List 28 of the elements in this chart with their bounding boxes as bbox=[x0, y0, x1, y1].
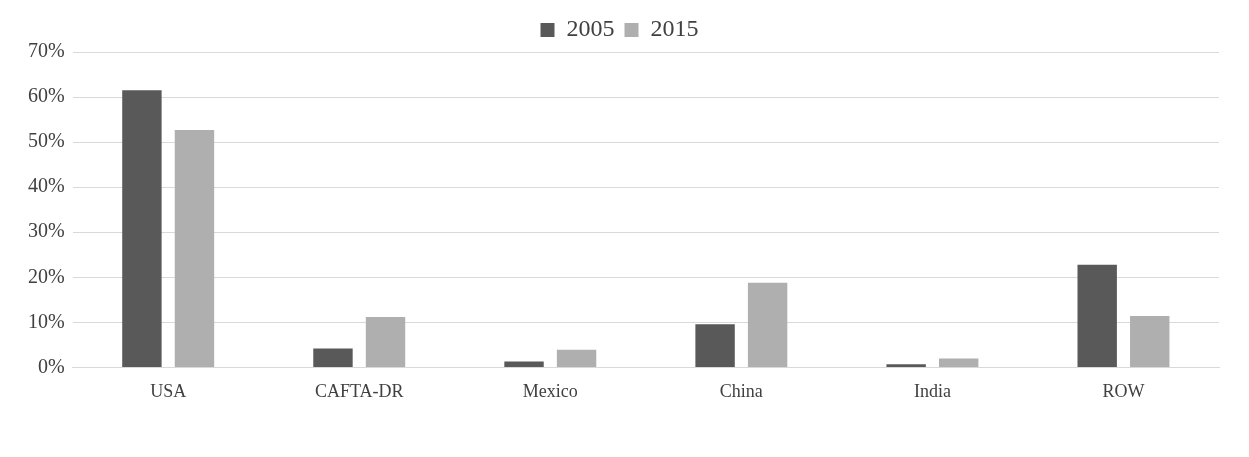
bar bbox=[1077, 264, 1117, 367]
y-tick-label: 30% bbox=[27, 219, 65, 242]
bar bbox=[938, 358, 979, 367]
bar bbox=[122, 90, 162, 367]
bar bbox=[556, 349, 597, 367]
x-tick-label: USA bbox=[150, 380, 187, 401]
bar bbox=[174, 129, 215, 367]
x-tick-label: Mexico bbox=[522, 380, 578, 401]
y-tick-label: 40% bbox=[27, 174, 65, 197]
bar bbox=[747, 282, 788, 367]
bar bbox=[313, 348, 353, 367]
y-tick-label: 50% bbox=[27, 129, 65, 152]
bar bbox=[1130, 316, 1170, 367]
y-tick-label: 0% bbox=[37, 354, 65, 377]
legend-label: 2005 bbox=[566, 15, 615, 42]
bar bbox=[365, 316, 406, 367]
bar bbox=[504, 361, 544, 367]
y-tick-label: 20% bbox=[27, 264, 65, 287]
y-tick-label: 60% bbox=[27, 84, 65, 107]
x-tick-label: ROW bbox=[1102, 380, 1145, 401]
x-tick-label: China bbox=[719, 380, 763, 401]
x-tick-label: India bbox=[913, 380, 951, 401]
x-tick-label: CAFTA-DR bbox=[314, 380, 404, 401]
y-tick-label: 70% bbox=[27, 39, 65, 62]
bar bbox=[886, 364, 926, 367]
bar bbox=[695, 324, 735, 367]
y-tick-label: 10% bbox=[27, 309, 65, 332]
legend-label: 2015 bbox=[650, 15, 699, 42]
